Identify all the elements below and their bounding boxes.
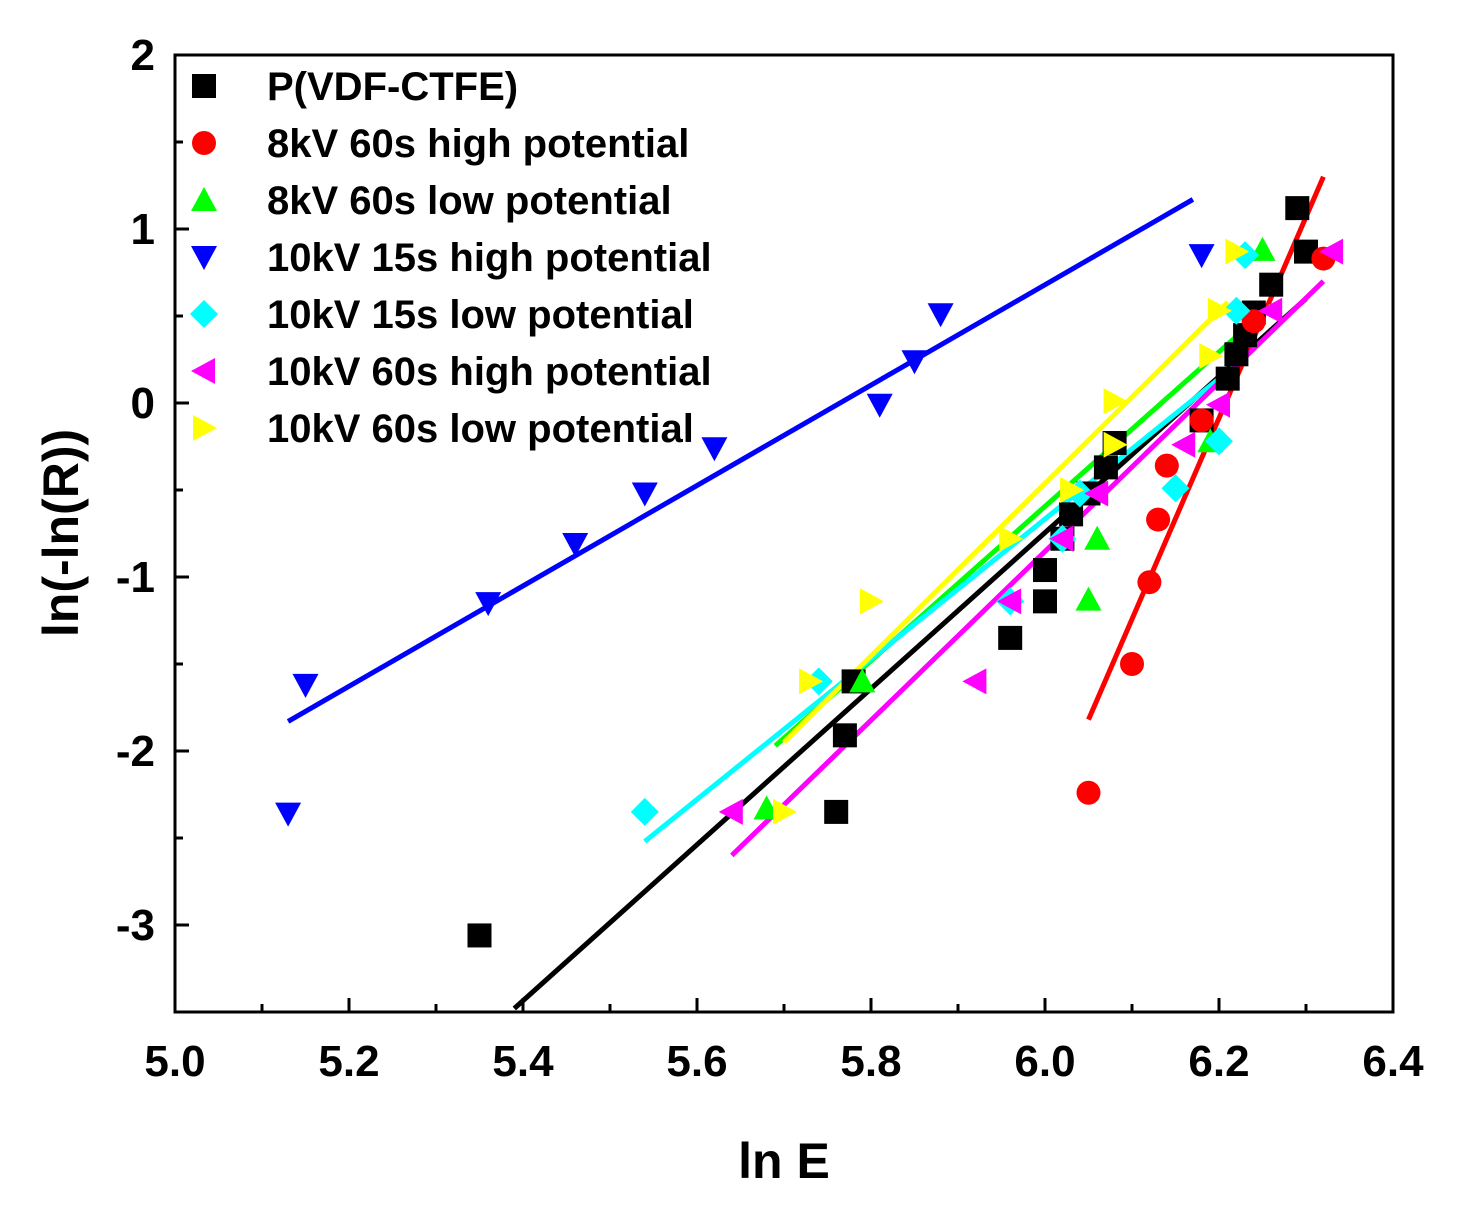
data-point-series-6 bbox=[1060, 477, 1085, 503]
fit-line-series-6 bbox=[782, 300, 1230, 745]
data-point-series-3 bbox=[292, 673, 319, 698]
data-point-series-1 bbox=[1146, 507, 1171, 532]
data-point-series-1 bbox=[1241, 309, 1266, 334]
y-tick-label: 2 bbox=[131, 31, 155, 80]
x-tick-label: 5.2 bbox=[318, 1037, 379, 1086]
data-points bbox=[275, 196, 1344, 948]
x-tick-label: 6.0 bbox=[1014, 1037, 1075, 1086]
data-point-series-0 bbox=[832, 723, 857, 748]
data-point-series-5 bbox=[1258, 297, 1283, 324]
x-tick-label: 5.0 bbox=[144, 1037, 205, 1086]
legend-label-series-1: 8kV 60s high potential bbox=[267, 122, 689, 166]
data-point-series-3 bbox=[1188, 244, 1215, 269]
legend-marker-series-2 bbox=[191, 187, 217, 211]
data-point-series-0 bbox=[1259, 272, 1284, 297]
data-point-series-3 bbox=[631, 482, 658, 507]
data-point-series-1 bbox=[1154, 453, 1179, 478]
data-point-series-0 bbox=[1033, 558, 1057, 583]
data-point-series-6 bbox=[1103, 388, 1128, 415]
x-tick-label: 5.4 bbox=[492, 1037, 554, 1086]
data-point-series-5 bbox=[1319, 238, 1344, 265]
data-point-series-5 bbox=[1171, 431, 1196, 458]
data-point-series-1 bbox=[1076, 780, 1101, 805]
legend-label-series-5: 10kV 60s high potential bbox=[267, 350, 712, 394]
data-point-series-3 bbox=[701, 437, 728, 462]
data-point-series-0 bbox=[467, 923, 492, 948]
legend-label-series-2: 8kV 60s low potential bbox=[267, 179, 672, 223]
data-point-series-4 bbox=[1222, 296, 1251, 325]
axis-ticks: 5.0 5.2 5.4 5.6 5.8 6.0 6.2 6.4 2 1 0 -1 -2 -3 bbox=[116, 31, 1424, 1086]
data-point-series-0 bbox=[998, 625, 1023, 650]
legend-label-series-4: 10kV 15s low potential bbox=[267, 293, 694, 337]
data-point-series-5 bbox=[1206, 391, 1230, 418]
data-point-series-2 bbox=[1075, 586, 1102, 611]
data-point-series-6 bbox=[999, 525, 1024, 552]
y-tick-label: 1 bbox=[131, 205, 155, 254]
data-point-series-5 bbox=[997, 588, 1022, 615]
legend-label-series-6: 10kV 60s low potential bbox=[267, 407, 694, 451]
legend-label-series-0: P(VDF-CTFE) bbox=[267, 65, 518, 109]
data-point-series-3 bbox=[901, 350, 928, 375]
data-point-series-3 bbox=[475, 592, 502, 617]
data-point-series-6 bbox=[860, 588, 884, 615]
data-point-series-5 bbox=[1084, 480, 1109, 507]
data-point-series-4 bbox=[1161, 474, 1190, 503]
data-point-series-2 bbox=[1084, 525, 1111, 550]
data-point-series-4 bbox=[1205, 427, 1233, 456]
legend-marker-series-4 bbox=[190, 300, 218, 328]
data-point-series-1 bbox=[1189, 408, 1214, 433]
data-point-series-6 bbox=[1103, 431, 1128, 458]
data-point-series-6 bbox=[1208, 297, 1232, 324]
x-tick-label: 6.4 bbox=[1362, 1037, 1424, 1086]
data-point-series-6 bbox=[1225, 238, 1250, 265]
data-point-series-5 bbox=[718, 798, 743, 825]
x-tick-label: 6.2 bbox=[1188, 1037, 1249, 1086]
data-point-series-0 bbox=[1285, 196, 1310, 221]
data-point-series-4 bbox=[630, 797, 659, 826]
data-point-series-3 bbox=[275, 802, 302, 827]
x-axis-title: ln E bbox=[738, 1133, 830, 1189]
y-axis-title: ln(-ln(R)) bbox=[33, 429, 89, 637]
y-tick-label: 0 bbox=[131, 379, 155, 428]
legend-marker-series-1 bbox=[192, 131, 216, 155]
y-tick-label: -3 bbox=[116, 901, 155, 950]
y-tick-label: -2 bbox=[116, 727, 155, 776]
legend-marker-series-5 bbox=[191, 358, 215, 384]
legend-label-series-3: 10kV 15s high potential bbox=[267, 236, 712, 280]
data-point-series-0 bbox=[1215, 366, 1240, 391]
data-point-series-0 bbox=[824, 799, 849, 824]
data-point-series-3 bbox=[927, 303, 954, 328]
data-point-series-6 bbox=[773, 798, 797, 825]
data-point-series-6 bbox=[799, 668, 824, 695]
fit-line-series-3 bbox=[286, 197, 1195, 724]
y-tick-label: -1 bbox=[116, 553, 155, 602]
data-point-series-0 bbox=[1033, 589, 1057, 614]
fit-line-series-4 bbox=[643, 362, 1238, 844]
data-point-series-1 bbox=[1137, 570, 1162, 595]
x-tick-label: 5.8 bbox=[840, 1037, 901, 1086]
legend-marker-series-3 bbox=[191, 246, 217, 270]
data-point-series-6 bbox=[1199, 343, 1224, 370]
data-point-series-5 bbox=[962, 668, 987, 695]
data-point-series-3 bbox=[562, 532, 589, 557]
data-point-series-3 bbox=[866, 393, 893, 418]
x-tick-label: 5.6 bbox=[666, 1037, 727, 1086]
legend-marker-series-0 bbox=[192, 74, 216, 98]
data-point-series-5 bbox=[1049, 525, 1074, 552]
legend-marker-series-6 bbox=[193, 415, 217, 441]
data-point-series-0 bbox=[1093, 455, 1118, 480]
legend: P(VDF-CTFE) 8kV 60s high potential 8kV 60s… bbox=[190, 65, 712, 451]
data-point-series-2 bbox=[849, 668, 876, 693]
data-point-series-1 bbox=[1120, 652, 1144, 676]
